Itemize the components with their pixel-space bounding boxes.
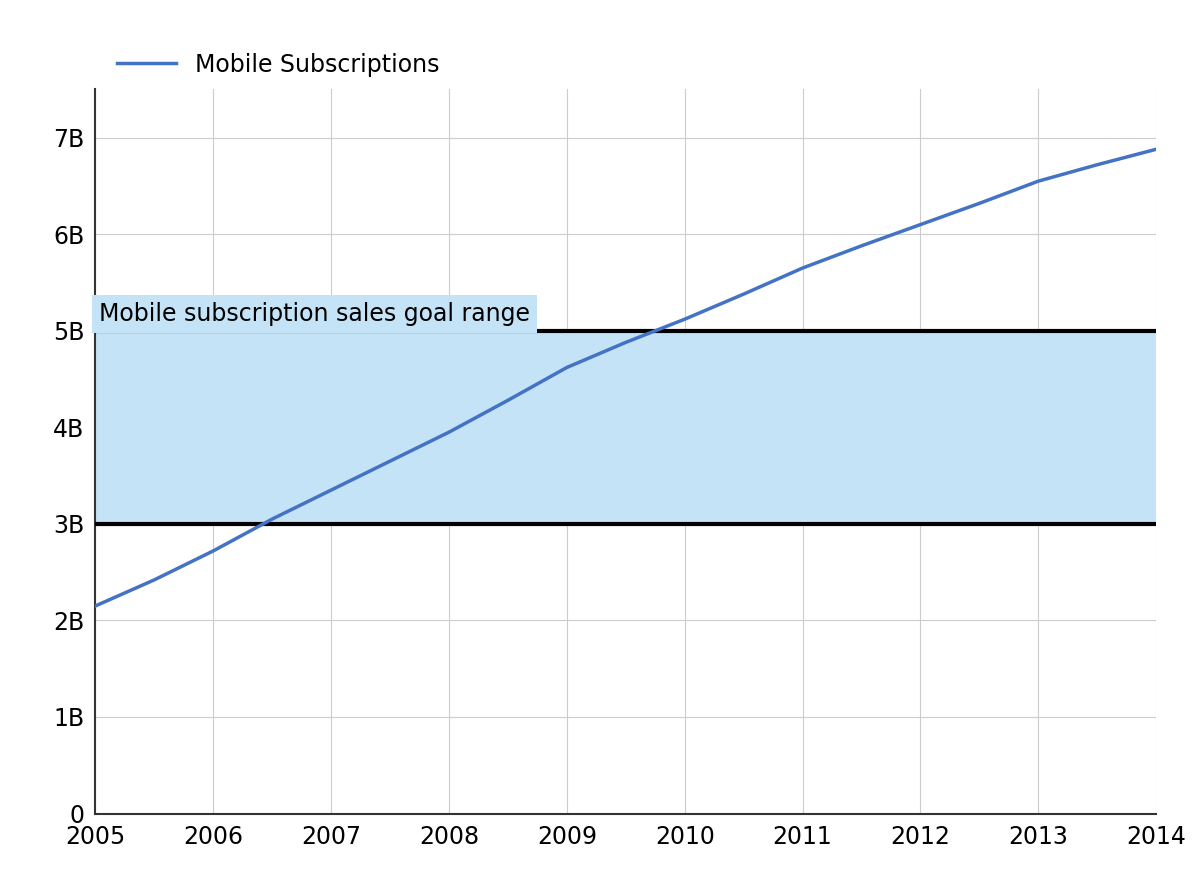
Text: Mobile subscription sales goal range: Mobile subscription sales goal range bbox=[99, 302, 530, 326]
Legend: Mobile Subscriptions: Mobile Subscriptions bbox=[107, 43, 448, 86]
Bar bbox=[95, 331, 1156, 524]
